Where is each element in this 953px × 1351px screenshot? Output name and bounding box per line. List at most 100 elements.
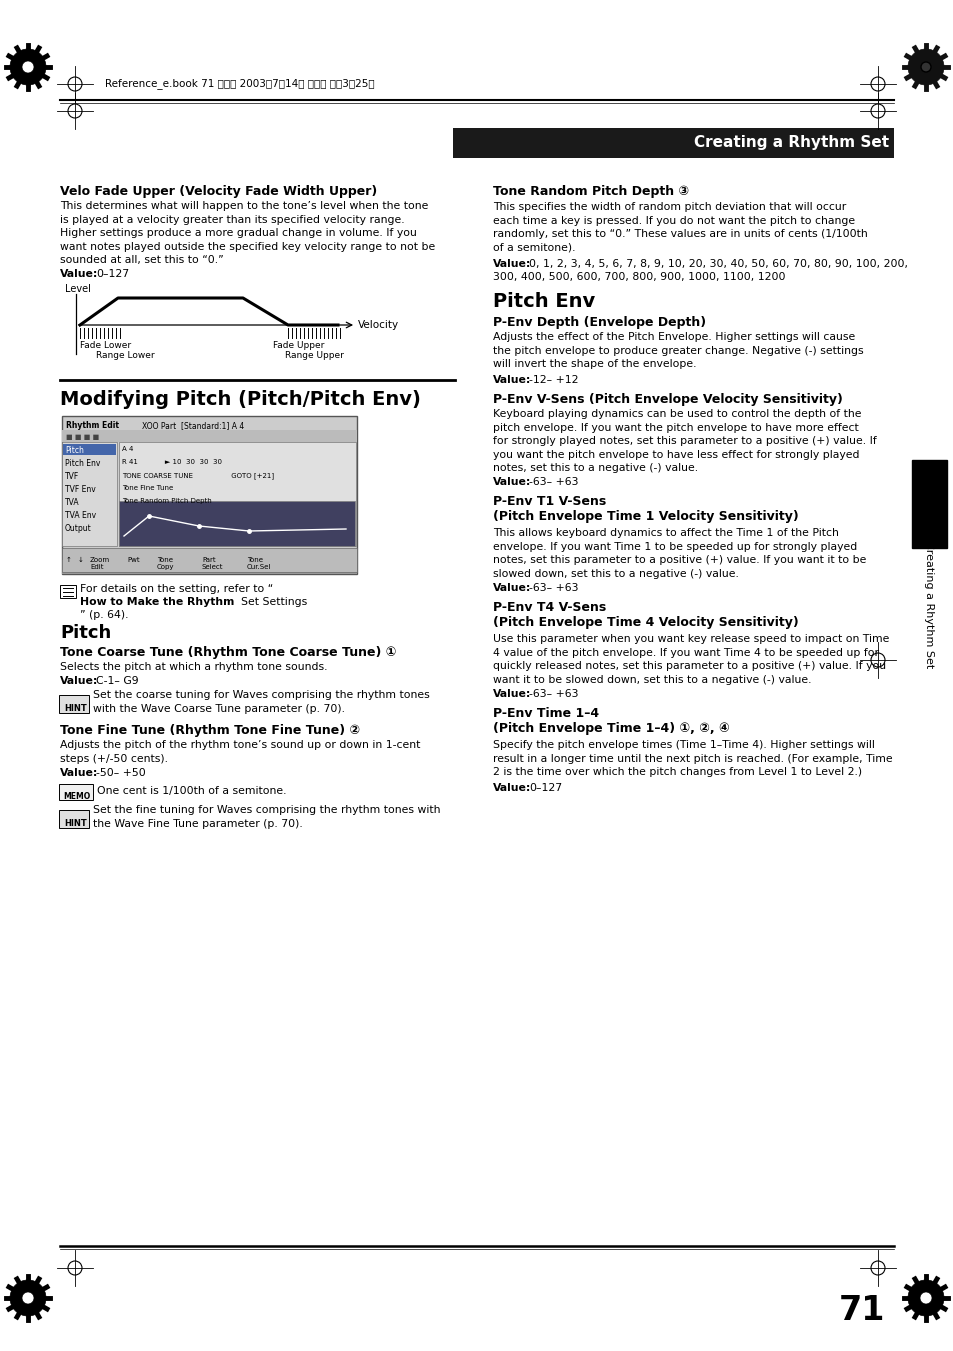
Text: Tone Fine Tune: Tone Fine Tune — [122, 485, 173, 490]
FancyBboxPatch shape — [59, 694, 89, 713]
Text: TONE COARSE TUNE                 GOTO [+21]: TONE COARSE TUNE GOTO [+21] — [122, 471, 274, 478]
Text: Set the coarse tuning for Waves comprising the rhythm tones
with the Wave Coarse: Set the coarse tuning for Waves comprisi… — [92, 690, 429, 713]
FancyBboxPatch shape — [62, 561, 356, 574]
Text: MEMO: MEMO — [63, 792, 91, 801]
Circle shape — [907, 49, 943, 85]
FancyBboxPatch shape — [59, 811, 89, 828]
FancyBboxPatch shape — [63, 444, 116, 455]
FancyBboxPatch shape — [60, 585, 76, 598]
Text: ■ ■ ■ ■: ■ ■ ■ ■ — [66, 434, 99, 440]
Text: Creating a Rhythm Set: Creating a Rhythm Set — [693, 135, 888, 150]
Text: How to Make the Rhythm: How to Make the Rhythm — [80, 597, 234, 607]
Text: P-Env Time 1–4: P-Env Time 1–4 — [493, 707, 598, 720]
Text: -63– +63: -63– +63 — [529, 584, 578, 593]
Text: Modifying Pitch (Pitch/Pitch Env): Modifying Pitch (Pitch/Pitch Env) — [60, 390, 420, 409]
Text: Pitch: Pitch — [65, 446, 84, 455]
Circle shape — [907, 1279, 943, 1316]
Text: For details on the setting, refer to “: For details on the setting, refer to “ — [80, 584, 273, 594]
Text: Zoom
Edit: Zoom Edit — [90, 557, 110, 570]
Text: (Pitch Envelope Time 4 Velocity Sensitivity): (Pitch Envelope Time 4 Velocity Sensitiv… — [493, 616, 798, 630]
FancyBboxPatch shape — [453, 128, 893, 158]
FancyBboxPatch shape — [62, 442, 117, 546]
Text: Velocity: Velocity — [357, 320, 398, 330]
Text: Specify the pitch envelope times (Time 1–Time 4). Higher settings will
result in: Specify the pitch envelope times (Time 1… — [493, 740, 892, 777]
Text: P-Env V-Sens (Pitch Envelope Velocity Sensitivity): P-Env V-Sens (Pitch Envelope Velocity Se… — [493, 393, 842, 407]
Text: ” (p. 64).: ” (p. 64). — [80, 611, 129, 620]
Text: Value:: Value: — [493, 259, 531, 269]
Text: Tone
Copy: Tone Copy — [157, 557, 174, 570]
Text: Pitch Env: Pitch Env — [65, 459, 100, 467]
Text: R 41            ► 10  30  30  30: R 41 ► 10 30 30 30 — [122, 459, 222, 465]
Text: Value:: Value: — [493, 689, 531, 698]
Text: TVA Env: TVA Env — [65, 511, 96, 520]
Text: Tone Coarse Tune (Rhythm Tone Coarse Tune) ①: Tone Coarse Tune (Rhythm Tone Coarse Tun… — [60, 646, 395, 659]
Circle shape — [919, 1292, 931, 1304]
Text: (Pitch Envelope Time 1 Velocity Sensitivity): (Pitch Envelope Time 1 Velocity Sensitiv… — [493, 509, 798, 523]
Text: Value:: Value: — [493, 784, 531, 793]
Text: ↑: ↑ — [66, 557, 71, 563]
Text: Set the fine tuning for Waves comprising the rhythm tones with
the Wave Fine Tun: Set the fine tuning for Waves comprising… — [92, 805, 440, 828]
Text: Value:: Value: — [493, 376, 531, 385]
Text: Tone Fine Tune (Rhythm Tone Fine Tune) ②: Tone Fine Tune (Rhythm Tone Fine Tune) ② — [60, 724, 359, 738]
Text: Velo Fade Upper (Velocity Fade Width Upper): Velo Fade Upper (Velocity Fade Width Upp… — [60, 185, 376, 199]
Text: Keyboard playing dynamics can be used to control the depth of the
pitch envelope: Keyboard playing dynamics can be used to… — [493, 409, 876, 473]
Text: Value:: Value: — [60, 767, 98, 778]
Text: Rhythm Edit: Rhythm Edit — [66, 422, 119, 430]
Text: -12– +12: -12– +12 — [529, 376, 578, 385]
Text: Tone Random Pitch Depth ③: Tone Random Pitch Depth ③ — [493, 185, 688, 199]
Text: Creating a Rhythm Set: Creating a Rhythm Set — [923, 542, 933, 669]
Circle shape — [22, 1292, 34, 1304]
Text: XOO Part  [Standard:1] A 4: XOO Part [Standard:1] A 4 — [142, 422, 244, 430]
Circle shape — [22, 61, 34, 73]
Text: This allows keyboard dynamics to affect the Time 1 of the Pitch
envelope. If you: This allows keyboard dynamics to affect … — [493, 528, 865, 578]
Text: Fade Lower: Fade Lower — [80, 340, 131, 350]
Text: Value:: Value: — [60, 269, 98, 280]
Text: P-Env T4 V-Sens: P-Env T4 V-Sens — [493, 601, 605, 613]
Text: (Pitch Envelope Time 1–4) ①, ②, ④: (Pitch Envelope Time 1–4) ①, ②, ④ — [493, 721, 729, 735]
Text: Value:: Value: — [493, 477, 531, 486]
Text: Range Upper: Range Upper — [285, 351, 343, 359]
Text: Part
Select: Part Select — [202, 557, 223, 570]
FancyBboxPatch shape — [62, 416, 356, 574]
FancyBboxPatch shape — [119, 442, 355, 546]
Text: Pitch Env: Pitch Env — [493, 292, 595, 311]
Text: TVA: TVA — [65, 499, 79, 507]
Text: Tone
Cur.Sel: Tone Cur.Sel — [247, 557, 271, 570]
Text: This determines what will happen to the tone’s level when the tone
is played at : This determines what will happen to the … — [60, 201, 435, 265]
Circle shape — [10, 1279, 46, 1316]
Text: -63– +63: -63– +63 — [529, 477, 578, 486]
Circle shape — [10, 49, 46, 85]
Text: This specifies the width of random pitch deviation that will occur
each time a k: This specifies the width of random pitch… — [493, 203, 867, 253]
Text: TVF: TVF — [65, 471, 79, 481]
Text: P-Env Depth (Envelope Depth): P-Env Depth (Envelope Depth) — [493, 316, 705, 330]
Text: Value:: Value: — [60, 676, 98, 686]
Text: ↓: ↓ — [78, 557, 84, 563]
Text: -50– +50: -50– +50 — [96, 767, 146, 778]
Text: Adjusts the effect of the Pitch Envelope. Higher settings will cause
the pitch e: Adjusts the effect of the Pitch Envelope… — [493, 332, 862, 369]
Text: Set Settings: Set Settings — [80, 597, 307, 607]
Text: Pwt: Pwt — [127, 557, 139, 563]
Text: Level: Level — [65, 284, 91, 295]
Text: Fade Upper: Fade Upper — [273, 340, 324, 350]
Circle shape — [920, 62, 930, 72]
Text: HINT: HINT — [64, 704, 87, 713]
Text: Use this parameter when you want key release speed to impact on Time
4 value of : Use this parameter when you want key rel… — [493, 634, 888, 685]
Text: -63– +63: -63– +63 — [529, 689, 578, 698]
FancyBboxPatch shape — [911, 459, 946, 549]
Text: 0–127: 0–127 — [96, 269, 129, 280]
Text: One cent is 1/100th of a semitone.: One cent is 1/100th of a semitone. — [97, 786, 286, 796]
Text: Range Lower: Range Lower — [96, 351, 154, 359]
Text: A 4: A 4 — [122, 446, 133, 453]
Text: 0, 1, 2, 3, 4, 5, 6, 7, 8, 9, 10, 20, 30, 40, 50, 60, 70, 80, 90, 100, 200,: 0, 1, 2, 3, 4, 5, 6, 7, 8, 9, 10, 20, 30… — [529, 259, 907, 269]
FancyBboxPatch shape — [62, 549, 356, 571]
Text: P-Env T1 V-Sens: P-Env T1 V-Sens — [493, 494, 605, 508]
Text: Adjusts the pitch of the rhythm tone’s sound up or down in 1-cent
steps (+/-50 c: Adjusts the pitch of the rhythm tone’s s… — [60, 740, 420, 763]
Text: 0–127: 0–127 — [529, 784, 561, 793]
Text: HINT: HINT — [64, 819, 87, 828]
Text: Reference_e.book 71 ページ 2003年7月14日 月曜日 午後3時25分: Reference_e.book 71 ページ 2003年7月14日 月曜日 午… — [105, 78, 375, 89]
Text: Tone Random Pitch Depth: Tone Random Pitch Depth — [122, 499, 212, 504]
FancyBboxPatch shape — [62, 430, 356, 442]
Text: Output: Output — [65, 524, 91, 534]
FancyBboxPatch shape — [59, 784, 92, 800]
Text: Selects the pitch at which a rhythm tone sounds.: Selects the pitch at which a rhythm tone… — [60, 662, 327, 671]
